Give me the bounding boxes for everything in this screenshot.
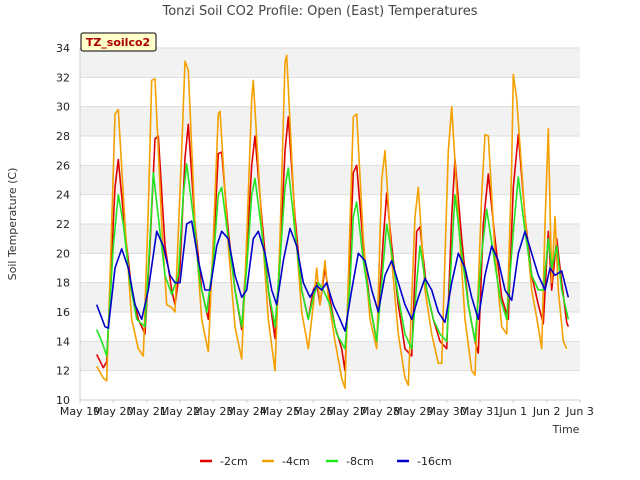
x-tick-label: May 31 (460, 405, 500, 418)
y-tick-label: 10 (56, 394, 70, 407)
plot-band (80, 194, 580, 224)
legend-label: -2cm (220, 455, 248, 468)
plot-band (80, 370, 580, 400)
annotation-text: TZ_soilco2 (86, 36, 150, 49)
x-tick-label: May 28 (360, 405, 400, 418)
x-tick-label: Jun 1 (498, 405, 527, 418)
y-tick-label: 26 (56, 159, 70, 172)
y-tick-label: 32 (56, 71, 70, 84)
chart-title: Tonzi Soil CO2 Profile: Open (East) Temp… (161, 4, 477, 19)
x-tick-label: May 19 (60, 405, 100, 418)
legend-label: -4cm (282, 455, 310, 468)
y-tick-label: 20 (56, 247, 70, 260)
y-tick-label: 12 (56, 365, 70, 378)
y-axis-label: Soil Temperature (C) (6, 168, 19, 281)
x-tick-label: Jun 2 (532, 405, 561, 418)
y-tick-label: 14 (56, 335, 70, 348)
x-tick-label: May 25 (260, 405, 300, 418)
annotation-box (80, 32, 157, 52)
y-tick-label: 28 (56, 130, 70, 143)
x-tick-label: Jun 3 (565, 405, 594, 418)
x-tick-label: May 29 (393, 405, 433, 418)
legend-label: -8cm (346, 455, 374, 468)
x-axis-label: Time (552, 423, 580, 436)
plot-band (80, 48, 580, 78)
y-tick-label: 22 (56, 218, 70, 231)
series-line-minus-4cm (96, 54, 568, 390)
y-tick-label: 24 (56, 189, 70, 202)
y-tick-label: 34 (56, 42, 70, 55)
plot-band (80, 341, 580, 371)
x-tick-label: May 26 (293, 405, 333, 418)
plot-band (80, 106, 580, 136)
y-tick-label: 16 (56, 306, 70, 319)
plot-band (80, 253, 580, 283)
plot-band (80, 165, 580, 195)
x-tick-label: May 27 (327, 405, 367, 418)
x-tick-label: May 21 (127, 405, 167, 418)
x-tick-label: May 22 (160, 405, 200, 418)
annotation-tag: TZ_soilco2 (80, 32, 157, 52)
series-line-minus-8cm (95, 163, 570, 357)
x-tick-label: May 23 (193, 405, 233, 418)
y-tick-label: 18 (56, 277, 70, 290)
legend-label: -16cm (417, 455, 452, 468)
legend: -2cm -4cm -8cm -16cm (200, 455, 452, 468)
plot-band (80, 136, 580, 166)
plot-band (80, 312, 580, 342)
x-tick-label: May 30 (427, 405, 467, 418)
x-tick-label: May 24 (227, 405, 267, 418)
series-line-minus-16cm (95, 220, 570, 332)
y-tick-labels: 10 12 14 16 18 20 22 24 26 28 30 32 34 (56, 42, 70, 407)
y-tick-label: 30 (56, 101, 70, 114)
x-tick-label: May 20 (93, 405, 133, 418)
series-lines (95, 54, 570, 390)
plot-band (80, 77, 580, 107)
